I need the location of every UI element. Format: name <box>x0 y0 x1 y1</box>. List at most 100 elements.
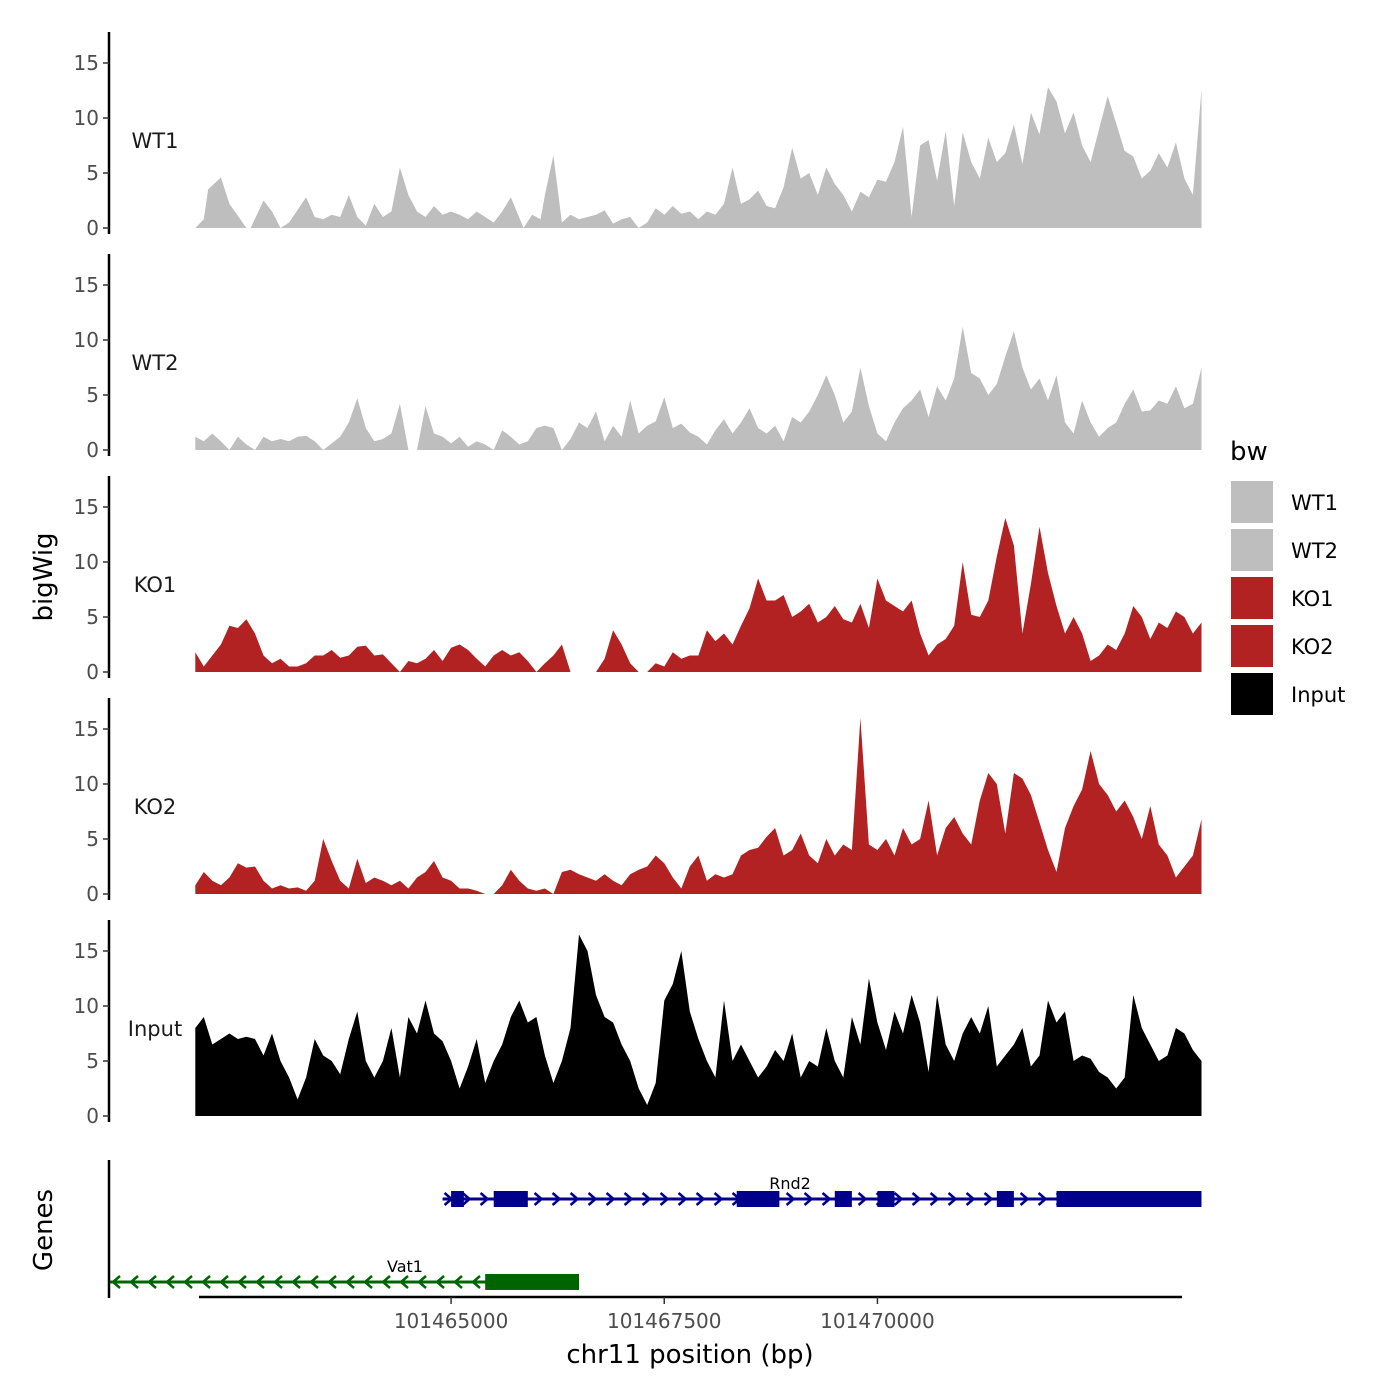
legend-label-wt2: WT2 <box>1291 539 1338 563</box>
strand-arrow <box>947 1192 958 1206</box>
signal-area-wt1 <box>195 87 1202 228</box>
strand-arrow <box>165 1275 175 1289</box>
strand-arrow <box>345 1275 355 1289</box>
gene-label: Vat1 <box>387 1257 423 1276</box>
track-label: Input <box>128 1017 182 1041</box>
genes-layer: Genes Rnd2 Vat1 <box>29 1160 1202 1298</box>
legend-label-ko2: KO2 <box>1291 635 1334 659</box>
signal-area-input <box>195 934 1202 1116</box>
strand-arrow <box>911 1192 922 1206</box>
strand-arrow <box>273 1275 283 1289</box>
y-tick-label: 5 <box>86 161 99 185</box>
legend-swatch-input <box>1229 671 1275 717</box>
y-tick-label: 15 <box>74 939 99 963</box>
strand-arrow <box>291 1275 301 1289</box>
y-tick-label: 0 <box>86 882 99 906</box>
signal-area-ko1 <box>195 518 1202 672</box>
strand-arrow <box>1019 1192 1030 1206</box>
gene-label: Rnd2 <box>769 1174 811 1193</box>
strand-arrow <box>461 1192 472 1206</box>
strand-arrow <box>857 1192 868 1206</box>
exon-block <box>996 1191 1014 1207</box>
track-label: WT1 <box>132 129 179 153</box>
track-wt2: 0 5 10 15 WT2 <box>74 254 1202 462</box>
legend: bw WT1 WT2 KO1 KO2 Input <box>1229 437 1345 717</box>
y-tick-label: 15 <box>74 273 99 297</box>
strand-arrow <box>785 1192 796 1206</box>
y-tick-label: 10 <box>74 328 99 352</box>
track-label: WT2 <box>132 351 179 375</box>
track-input: 0 5 10 15 Input <box>74 920 1202 1128</box>
strand-arrow <box>659 1192 670 1206</box>
strand-arrow <box>677 1192 688 1206</box>
gene-vat1: Vat1 <box>110 1257 579 1290</box>
strand-arrow <box>201 1275 211 1289</box>
signal-area-ko2 <box>195 718 1202 894</box>
strand-arrow <box>533 1192 544 1206</box>
x-tick-label: 101467500 <box>607 1309 722 1333</box>
y-tick-label: 10 <box>74 550 99 574</box>
legend-swatch-ko2 <box>1229 623 1275 669</box>
strand-arrow <box>479 1192 490 1206</box>
strand-arrow <box>803 1192 814 1206</box>
strand-arrow <box>381 1275 391 1289</box>
strand-arrow <box>129 1275 139 1289</box>
strand-arrow <box>237 1275 247 1289</box>
x-axis-title: chr11 position (bp) <box>566 1340 813 1370</box>
exon-block <box>834 1191 852 1207</box>
strand-arrow <box>641 1192 652 1206</box>
track-wt1: 0 5 10 15 WT1 <box>74 32 1202 240</box>
strand-arrow <box>623 1192 634 1206</box>
y-tick-label: 10 <box>74 772 99 796</box>
legend-swatch-wt1 <box>1229 479 1275 525</box>
legend-label-input: Input <box>1291 683 1345 707</box>
legend-title: bw <box>1230 437 1268 467</box>
y-tick-label: 0 <box>86 216 99 240</box>
strand-arrow <box>695 1192 706 1206</box>
strand-arrow <box>399 1275 409 1289</box>
strand-arrow <box>569 1192 580 1206</box>
y-tick-label: 5 <box>86 383 99 407</box>
strand-arrow <box>255 1275 265 1289</box>
strand-arrow <box>821 1192 832 1206</box>
track-label: KO1 <box>134 573 177 597</box>
y-tick-label: 0 <box>86 438 99 462</box>
y-tick-label: 10 <box>74 994 99 1018</box>
strand-arrow <box>453 1275 463 1289</box>
y-tick-label: 5 <box>86 605 99 629</box>
strand-arrow <box>417 1275 427 1289</box>
genes-axis-title: Genes <box>29 1189 59 1271</box>
x-axis: 101465000 101467500 101470000 chr11 positio… <box>199 1295 1182 1370</box>
x-tick-label: 101465000 <box>394 1309 509 1333</box>
exon-block <box>493 1191 528 1207</box>
x-tick-label: 101470000 <box>820 1309 935 1333</box>
exon-block <box>1056 1191 1202 1207</box>
strand-arrow <box>1037 1192 1048 1206</box>
y-tick-label: 5 <box>86 1049 99 1073</box>
legend-swatch-wt2 <box>1229 527 1275 573</box>
signal-area-wt2 <box>195 326 1202 450</box>
strand-arrow <box>965 1192 976 1206</box>
exon-block <box>877 1191 895 1207</box>
track-label: KO2 <box>134 795 177 819</box>
legend-label-ko1: KO1 <box>1291 587 1334 611</box>
exon-block <box>485 1274 579 1290</box>
strand-arrow <box>147 1275 157 1289</box>
strand-arrow <box>713 1192 724 1206</box>
strand-arrow <box>929 1192 940 1206</box>
exon-block <box>736 1191 780 1207</box>
strand-arrow <box>471 1275 481 1289</box>
track-ko1: 0 5 10 15 KO1 <box>74 476 1202 684</box>
strand-arrow <box>551 1192 562 1206</box>
strand-arrow <box>309 1275 319 1289</box>
strand-arrow <box>983 1192 994 1206</box>
legend-swatch-ko1 <box>1229 575 1275 621</box>
strand-arrow <box>183 1275 193 1289</box>
strand-arrow <box>219 1275 229 1289</box>
tracks-layer: 0 5 10 15 WT1 0 5 10 15 WT2 0 5 10 15 KO1 0 5 10 15 KO2 0 5 10… <box>74 32 1202 1128</box>
strand-arrow <box>363 1275 373 1289</box>
strand-arrow <box>587 1192 598 1206</box>
gene-rnd2: Rnd2 <box>442 1174 1202 1207</box>
exon-block <box>451 1191 464 1207</box>
y-tick-label: 0 <box>86 660 99 684</box>
